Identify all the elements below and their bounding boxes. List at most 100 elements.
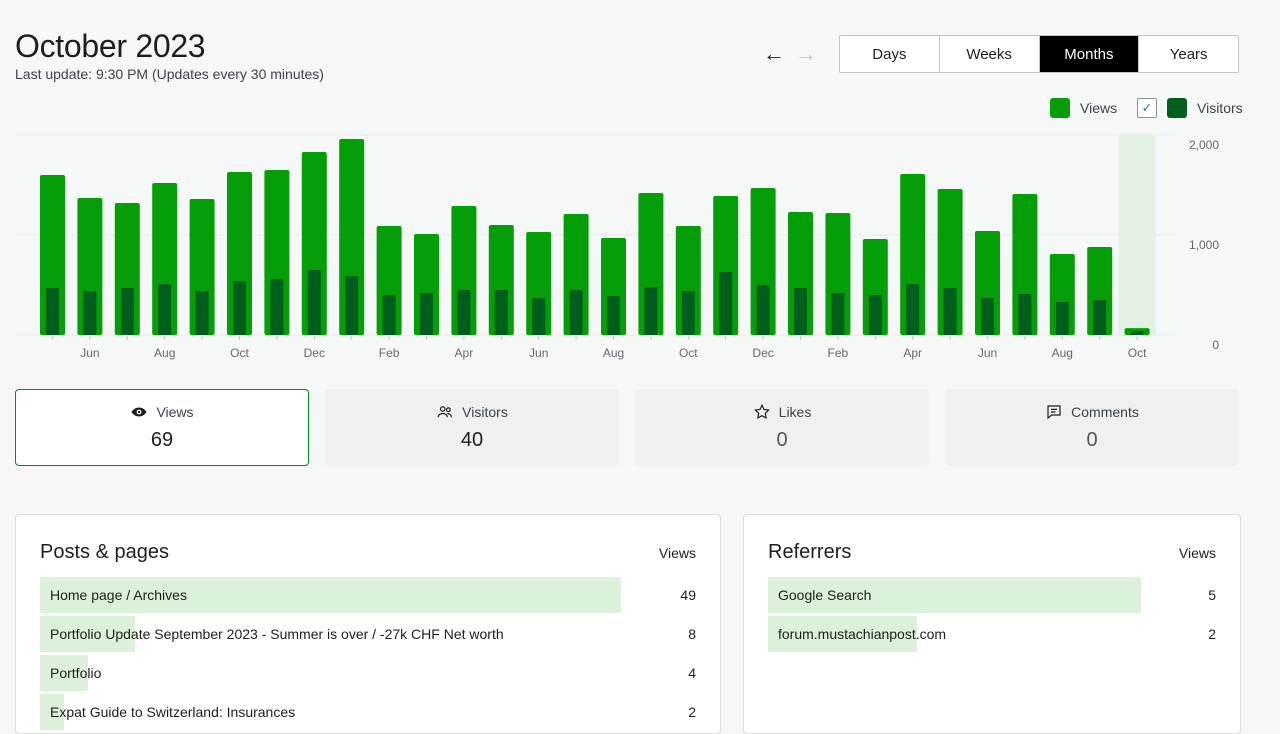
visitors-bar[interactable]	[569, 290, 583, 335]
visitors-bar[interactable]	[681, 291, 695, 335]
post-views: 8	[688, 626, 696, 642]
referrer-name: Google Search	[778, 587, 872, 603]
x-tick-label: Jun	[978, 346, 997, 360]
people-icon	[437, 406, 453, 418]
referrers-title: Referrers	[768, 541, 852, 563]
visitors-bar[interactable]	[607, 296, 620, 335]
visitors-bar[interactable]	[457, 290, 471, 335]
x-tick-label: Oct	[679, 346, 698, 360]
visitors-bar[interactable]	[83, 291, 97, 335]
visitors-bar[interactable]	[644, 287, 658, 335]
list-item[interactable]: Expat Guide to Switzerland: Insurances 2	[40, 694, 696, 730]
visitors-card[interactable]: Visitors 40	[325, 389, 619, 466]
visitors-bar[interactable]	[1018, 294, 1032, 335]
visitors-bar[interactable]	[868, 295, 882, 335]
posts-views-column: Views	[658, 545, 696, 561]
current-period-highlight	[1118, 135, 1156, 335]
list-item[interactable]: Portfolio 4	[40, 655, 696, 691]
list-item[interactable]: Google Search 5	[768, 577, 1216, 613]
visitors-bar[interactable]	[943, 288, 957, 335]
x-tick-label: Feb	[379, 346, 400, 360]
visitors-bar[interactable]	[345, 276, 359, 335]
row-bar	[40, 616, 135, 652]
likes-card-label: Likes	[778, 404, 812, 420]
visitors-bar[interactable]	[906, 284, 920, 335]
y-tick-label: 1,000	[1189, 238, 1219, 252]
comments-card-value: 0	[1086, 429, 1098, 451]
page-title: October 2023	[15, 28, 206, 64]
post-views: 2	[688, 704, 696, 720]
visitors-toggle-checkbox[interactable]: ✓	[1137, 98, 1157, 118]
x-tick-label: Jun	[80, 346, 99, 360]
legend-visitors-label: Visitors	[1197, 100, 1243, 116]
list-item[interactable]: Home page / Archives 49	[40, 577, 696, 613]
comments-card[interactable]: Comments 0	[945, 389, 1239, 466]
list-item[interactable]: Portfolio Update September 2023 - Summer…	[40, 616, 696, 652]
likes-card-value: 0	[776, 429, 788, 451]
visitors-bar[interactable]	[1055, 302, 1069, 335]
arrow-left-icon[interactable]: ←	[763, 41, 785, 66]
x-tick-label: Jun	[529, 346, 548, 360]
legend-views-label: Views	[1080, 100, 1118, 116]
comments-card-label: Comments	[1071, 404, 1139, 420]
x-tick-label: Aug	[1052, 346, 1073, 360]
views-bar-chart: Jun Aug Oct Dec Feb Apr Jun Aug Oct Dec Feb Apr Jun A…	[15, 134, 1219, 360]
views-card-value: 69	[150, 429, 174, 451]
visitors-bar[interactable]	[794, 288, 807, 335]
row-bar	[40, 655, 88, 691]
visitors-bar[interactable]	[981, 298, 994, 335]
visitors-bar[interactable]	[831, 293, 845, 335]
visitors-bar[interactable]	[1130, 331, 1144, 335]
visitors-bar[interactable]	[494, 290, 508, 335]
tab-months[interactable]: Months	[1039, 36, 1140, 72]
x-tick-label: Dec	[304, 346, 325, 360]
x-tick-label: Aug	[603, 346, 624, 360]
x-tick-label: Dec	[752, 346, 773, 360]
tab-weeks[interactable]: Weeks	[940, 36, 1040, 72]
posts-list: Home page / Archives 49 Portfolio Update …	[40, 577, 696, 733]
post-views: 4	[688, 665, 696, 681]
visitors-bar[interactable]	[1093, 300, 1107, 335]
post-title: Home page / Archives	[50, 587, 187, 603]
tab-days[interactable]: Days	[840, 36, 940, 72]
referrers-views-column: Views	[1178, 545, 1216, 561]
tab-years[interactable]: Years	[1169, 45, 1208, 63]
arrow-right-icon[interactable]: →	[795, 41, 817, 66]
list-item[interactable]: forum.mustachianpost.com 2	[768, 616, 1216, 652]
visitors-bar[interactable]	[420, 293, 433, 335]
visitors-bar[interactable]	[46, 288, 59, 335]
visitors-bar[interactable]	[158, 284, 172, 335]
comment-icon	[1047, 405, 1061, 420]
visitors-bar[interactable]	[756, 285, 770, 335]
visitors-card-value: 40	[460, 429, 484, 451]
visitors-bar[interactable]	[382, 295, 396, 335]
legend-views: Views	[1050, 98, 1117, 118]
y-tick-label: 2,000	[1189, 138, 1219, 152]
x-tick-label: Aug	[154, 346, 175, 360]
visitors-bar[interactable]	[195, 291, 209, 335]
post-title: Portfolio Update September 2023 - Summer…	[50, 626, 504, 642]
posts-pages-panel: Posts & pages Views Home page / Archives…	[15, 514, 721, 734]
visitors-bar[interactable]	[120, 288, 134, 335]
period-tabs: Days Weeks Months Years	[839, 35, 1239, 73]
y-tick-label: 0	[1212, 338, 1219, 352]
post-views: 49	[680, 587, 696, 603]
views-card[interactable]: Views 69	[15, 389, 309, 466]
last-update-text: Last update: 9:30 PM (Updates every 30 m…	[15, 66, 324, 82]
referrer-name: forum.mustachianpost.com	[778, 626, 947, 642]
visitors-bar[interactable]	[270, 279, 284, 335]
x-tick-label: Apr	[455, 346, 474, 360]
visitors-bar[interactable]	[233, 281, 246, 335]
visitors-bar[interactable]	[532, 298, 546, 335]
visitors-bar[interactable]	[307, 270, 321, 335]
post-title: Expat Guide to Switzerland: Insurances	[50, 704, 296, 720]
x-tick-label: Oct	[230, 346, 249, 360]
visitors-bar[interactable]	[719, 272, 733, 335]
visitors-swatch	[1167, 98, 1187, 118]
referrers-list: Google Search 5 forum.mustachianpost.com 2	[768, 577, 1216, 655]
likes-card[interactable]: Likes 0	[635, 389, 929, 466]
star-icon	[753, 403, 770, 419]
row-bar	[40, 577, 621, 613]
views-card-label: Views	[156, 404, 194, 420]
referrer-views: 5	[1208, 587, 1216, 603]
